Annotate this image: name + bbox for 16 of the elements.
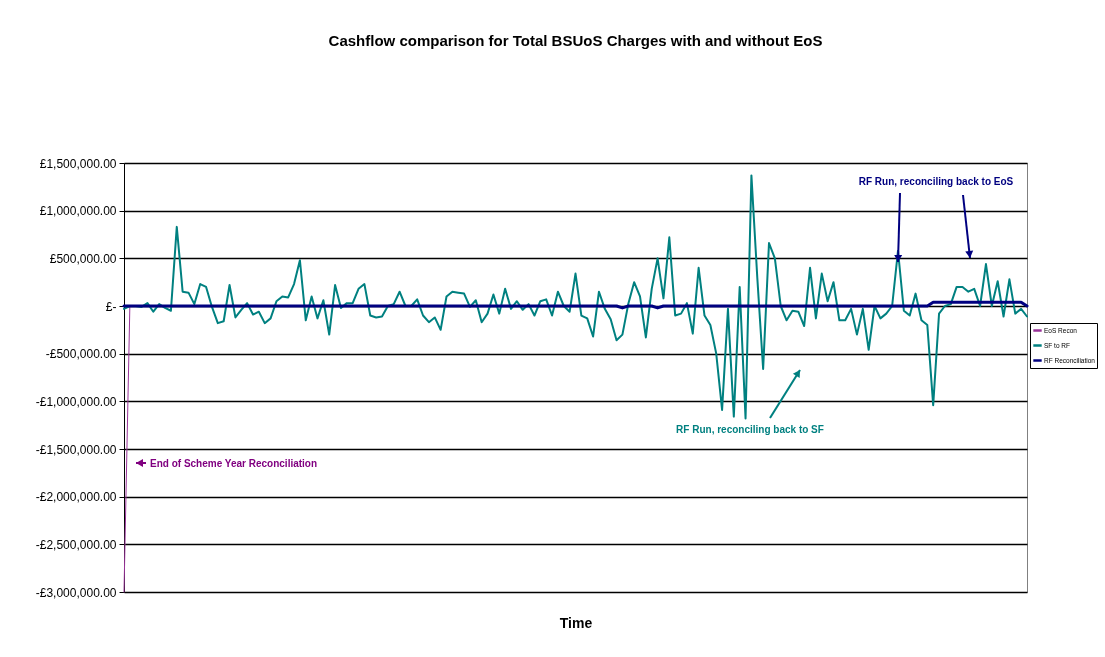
line-series (123, 174, 1028, 420)
annotation: RF Run, reconciling back to SF (676, 424, 824, 435)
annotation: RF Run, reconciling back to EoS (858, 176, 1014, 187)
y-tick-label: £1,500,000.00 (39, 156, 117, 171)
y-tick-label: £1,000,000.00 (39, 204, 117, 219)
y-tick-label: -£2,500,000.00 (35, 537, 117, 552)
annotation: End of Scheme Year Reconciliation (150, 458, 318, 469)
y-tick-label: -£500,000.00 (45, 347, 117, 362)
x-axis-title: Time (559, 614, 593, 631)
chart-title: Cashflow comparison for Total BSUoS Charges with and without EoS (328, 32, 823, 49)
y-tick-label: £500,000.00 (49, 251, 117, 266)
y-tick-label: -£2,000,000.00 (35, 490, 117, 505)
y-tick-label: £- (105, 299, 117, 314)
y-tick-label: -£1,500,000.00 (35, 442, 117, 457)
y-tick-label: -£3,000,000.00 (35, 585, 117, 600)
y-tick-label: -£1,000,000.00 (35, 394, 117, 409)
